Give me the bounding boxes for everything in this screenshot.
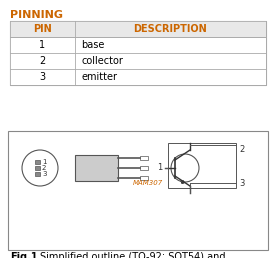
Text: 3: 3	[239, 179, 244, 188]
Text: Fig.1: Fig.1	[10, 252, 38, 258]
Bar	[35, 160, 40, 164]
Text: PINNING: PINNING	[10, 10, 63, 20]
Text: 2: 2	[42, 165, 46, 171]
Bar	[10, 21, 266, 37]
Text: PIN: PIN	[33, 24, 52, 34]
Text: 2: 2	[39, 56, 46, 66]
Bar	[10, 37, 266, 53]
Bar	[168, 143, 236, 188]
Bar	[35, 166, 40, 170]
Text: 3: 3	[39, 72, 46, 82]
Text: MAM307: MAM307	[133, 180, 163, 186]
Bar	[10, 69, 266, 85]
Bar	[140, 166, 148, 170]
Text: 1: 1	[157, 164, 162, 173]
Text: collector: collector	[81, 56, 123, 66]
Bar	[8, 131, 268, 250]
Bar	[75, 155, 118, 181]
Text: 2: 2	[239, 145, 244, 154]
Bar	[35, 172, 40, 176]
Text: 1: 1	[42, 159, 46, 165]
Text: Simplified outline (TO-92; SOT54) and
symbol.: Simplified outline (TO-92; SOT54) and sy…	[40, 252, 225, 258]
Bar	[10, 53, 266, 69]
Bar	[140, 176, 148, 180]
Bar	[140, 156, 148, 160]
Text: emitter: emitter	[81, 72, 117, 82]
Bar	[10, 21, 266, 85]
Text: DESCRIPTION: DESCRIPTION	[134, 24, 207, 34]
FancyArrow shape	[181, 181, 184, 183]
Text: base: base	[81, 40, 104, 50]
Text: 1: 1	[39, 40, 46, 50]
Text: 3: 3	[42, 171, 46, 177]
